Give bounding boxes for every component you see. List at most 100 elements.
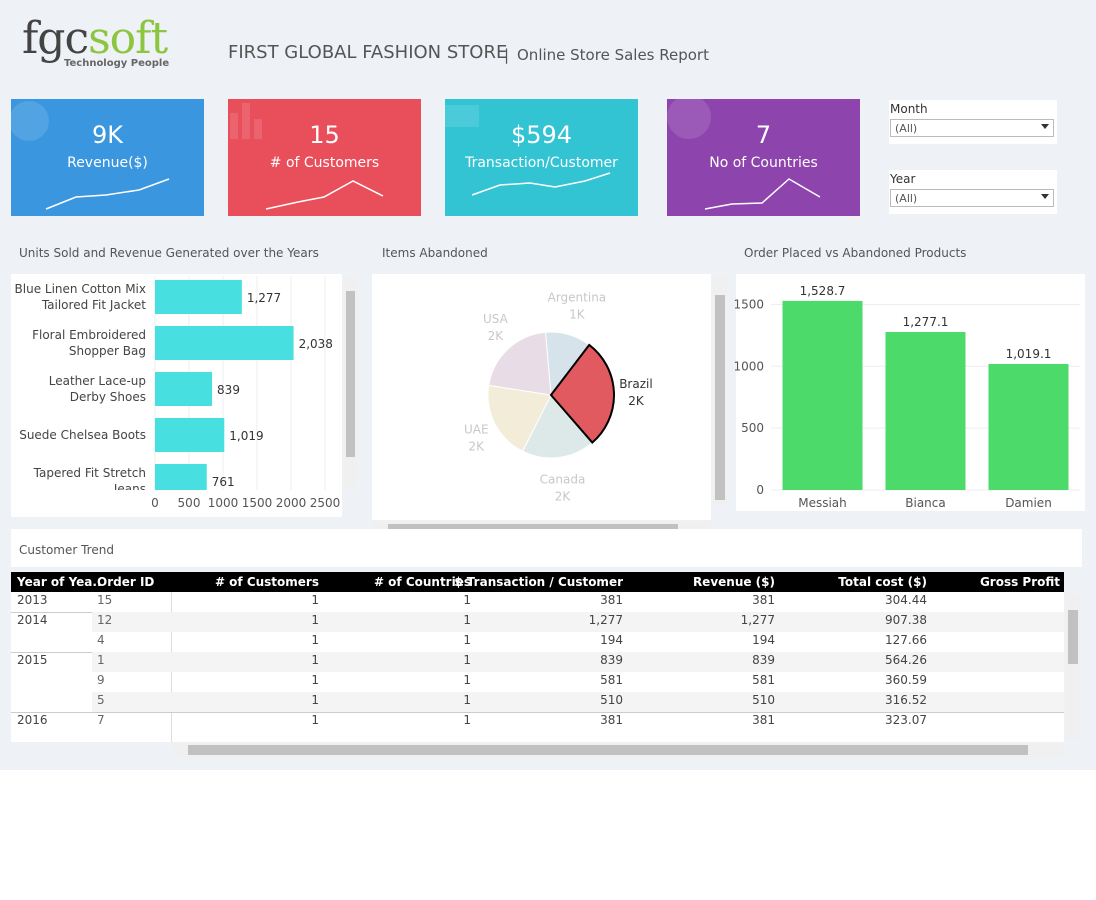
kpi-value: 15 — [309, 121, 340, 149]
column-header: # of Countries — [373, 575, 471, 589]
kpi-value: $594 — [510, 121, 573, 149]
table-cell: 1 — [97, 653, 105, 667]
kpi-decoration — [667, 99, 821, 210]
table-cell: 381 — [752, 713, 775, 727]
kpi-label: # of Customers — [269, 155, 380, 171]
filter-label: Month — [890, 102, 928, 116]
column-header: $ Transaction / Customer — [454, 575, 623, 589]
pie-slice — [549, 343, 615, 444]
bars: 1,277 2,038 839 1,019 761 — [155, 280, 333, 490]
slice-label: Argentina — [548, 291, 607, 305]
year-cell: 2014 — [17, 613, 48, 627]
table-cell: 1 — [311, 633, 319, 647]
table-cell: 581 — [600, 673, 623, 687]
kpi-label: No of Countries — [709, 155, 818, 171]
table-cell: 1 — [463, 693, 471, 707]
group-divider — [11, 712, 1064, 713]
table-cell: 1 — [463, 713, 471, 727]
table-cell: 564.26 — [885, 653, 927, 667]
data-label: 839 — [217, 383, 240, 397]
category-labels: Blue Linen Cotton Mix Tailored Fit Jacke… — [11, 274, 151, 490]
kpi-value: 9K — [91, 121, 123, 149]
x-tick-label: Bianca — [905, 496, 945, 510]
filter-dropdown[interactable]: (All) — [890, 119, 1054, 137]
x-tick-label: 500 — [178, 496, 201, 510]
kpi-decoration — [11, 101, 170, 210]
scrollbar[interactable] — [344, 277, 357, 487]
table-cell: 1 — [463, 633, 471, 647]
bar — [155, 372, 213, 406]
pie-slice — [487, 384, 552, 452]
table-cell: 381 — [752, 593, 775, 607]
chart-title: Units Sold and Revenue Generated over th… — [19, 246, 319, 260]
scrollbar[interactable] — [1066, 594, 1080, 740]
table-cell: 1 — [463, 673, 471, 687]
dropdown-arrow — [1041, 124, 1049, 129]
y-tick-label: 1500 — [733, 297, 764, 311]
page-title: FIRST GLOBAL FASHION STORE — [228, 42, 508, 63]
year-cell: 2015 — [17, 653, 48, 667]
filter-dropdown[interactable]: (All) — [890, 189, 1054, 207]
table-cell: 1 — [311, 673, 319, 687]
data-label: 1,528.7 — [800, 284, 846, 298]
column-header: Revenue ($) — [692, 575, 775, 589]
category-label: Tapered Fit Stretch Jeans — [33, 466, 146, 490]
scrollbar[interactable] — [172, 743, 1064, 757]
table-cell: 510 — [752, 693, 775, 707]
y-tick-label: 0 — [756, 483, 764, 497]
bar — [155, 418, 225, 452]
kpi-decoration — [230, 103, 384, 210]
logo-accent: soft — [88, 13, 168, 64]
category-label: Floral Embroidered Shopper Bag — [32, 328, 146, 358]
row-stripe — [92, 612, 1064, 632]
table-cell: 12 — [97, 613, 113, 627]
data-label: 1,277 — [247, 291, 281, 305]
year-cell: 2016 — [17, 713, 48, 727]
table-cell: 581 — [752, 673, 775, 687]
row-stripe — [92, 652, 1064, 672]
table-cell: 839 — [752, 653, 775, 667]
table-cell: 360.59 — [885, 673, 927, 687]
table-cell: 127.66 — [885, 633, 927, 647]
slice-value-label: 2K — [488, 329, 505, 343]
table-cell: 510 — [600, 693, 623, 707]
kpi-card: 7 No of Countries — [667, 99, 860, 216]
kpi-card: $594 Transaction/Customer — [445, 99, 638, 216]
kpi-value: 7 — [755, 121, 772, 149]
kpi-label: Revenue($) — [67, 155, 148, 171]
table-cell: 839 — [600, 653, 623, 667]
slice-value-label: 2K — [469, 440, 486, 454]
slice-label: USA — [483, 312, 509, 326]
x-tick-label: 1500 — [242, 496, 273, 510]
table-title: Customer Trend — [19, 543, 114, 557]
y-tick-label: 1000 — [733, 359, 764, 373]
data-label: 1,277.1 — [903, 315, 949, 329]
x-tick-label: Damien — [1005, 496, 1052, 510]
title-separator: | — [504, 46, 510, 64]
table-cell: 1 — [463, 593, 471, 607]
x-tick-label: 2500 — [310, 496, 341, 510]
data-label: 1,019 — [229, 429, 263, 443]
x-tick-label: Messiah — [798, 496, 847, 510]
category-label: Leather Lace-up Derby Shoes — [48, 374, 146, 404]
table-cell: 15 — [97, 593, 113, 607]
column-header: Total cost ($) — [838, 575, 927, 589]
scrollbar[interactable] — [713, 277, 727, 505]
column-header: Year of Yea.. — [17, 575, 102, 589]
table-cell: 1,277 — [740, 613, 775, 627]
table-title-panel — [11, 529, 1082, 567]
table-cell: 316.52 — [885, 693, 927, 707]
kpi-decoration — [445, 105, 611, 196]
bar — [155, 464, 207, 490]
column-header: Gross Profit — [979, 575, 1060, 589]
x-tick-label: 2000 — [276, 496, 307, 510]
table-cell: 1 — [463, 613, 471, 627]
data-label: 761 — [212, 475, 235, 489]
kpi-label: Transaction/Customer — [465, 155, 618, 171]
bar — [782, 300, 863, 490]
table-cell: 4 — [97, 633, 105, 647]
data-label: 1,019.1 — [1006, 347, 1052, 361]
filter-label: Year — [890, 172, 916, 186]
